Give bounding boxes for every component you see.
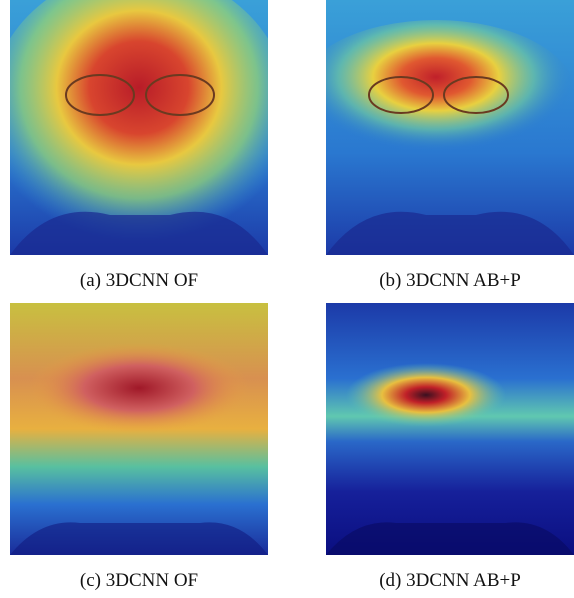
- caption: (b) 3DCNN AB+P: [326, 270, 574, 292]
- caption: (d) 3DCNN AB+P: [326, 570, 574, 592]
- heatmap-image: [10, 0, 268, 255]
- subfigure: (c) 3DCNN OF: [10, 303, 268, 598]
- subfigure: (d) 3DCNN AB+P: [326, 303, 574, 598]
- caption: (a) 3DCNN OF: [10, 270, 268, 292]
- heatmap-image: [326, 303, 574, 555]
- heatmap-image: [10, 303, 268, 555]
- caption: (c) 3DCNN OF: [10, 570, 268, 592]
- subfigure: (b) 3DCNN AB+P: [326, 0, 574, 300]
- heatmap-image: [326, 0, 574, 255]
- figure: (a) 3DCNN OF (b) 3DCNN AB+P (c) 3DCNN OF…: [0, 0, 574, 598]
- subfigure: (a) 3DCNN OF: [10, 0, 268, 300]
